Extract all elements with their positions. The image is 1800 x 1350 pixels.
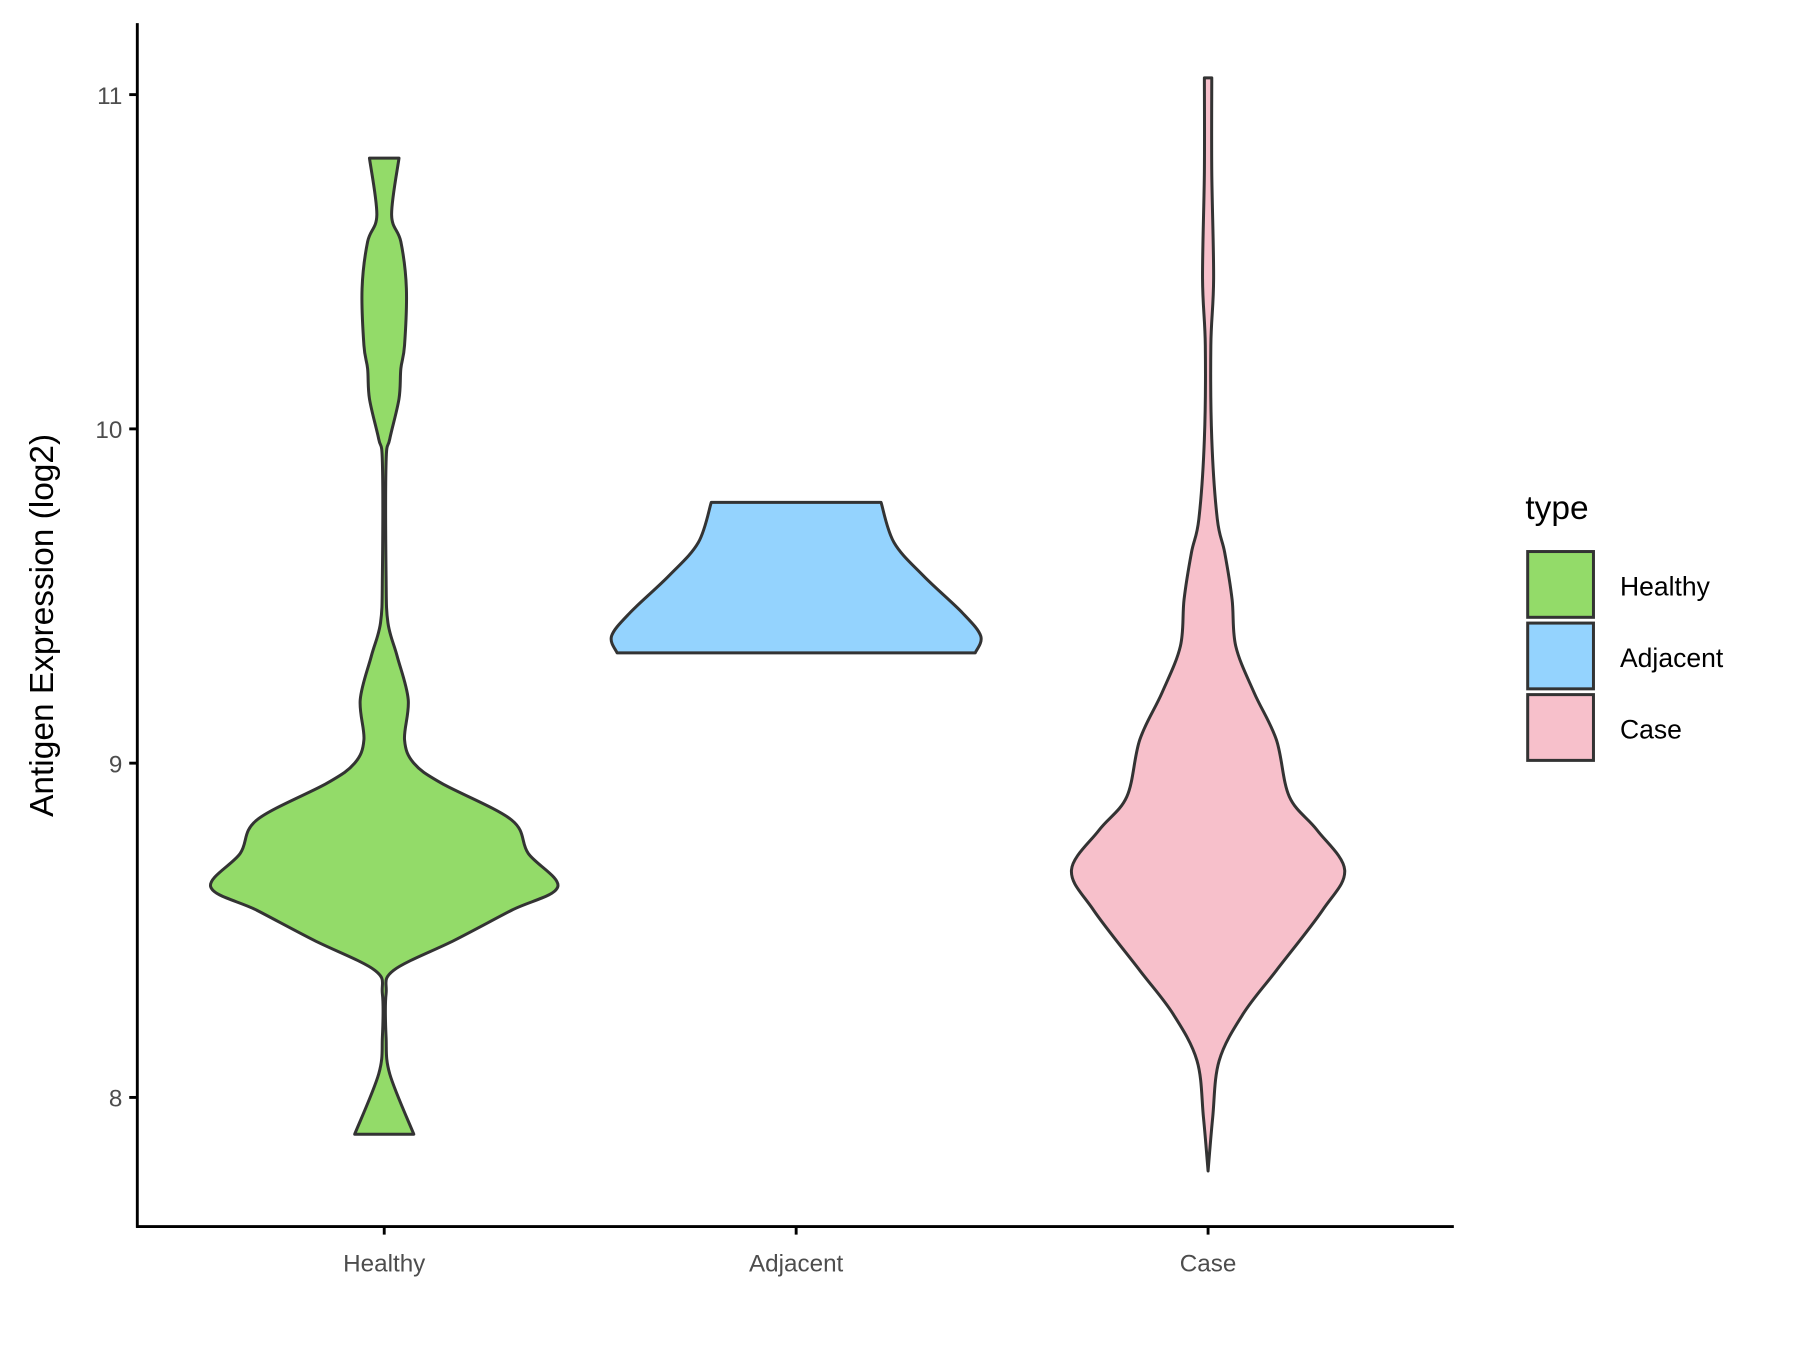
y-axis-title: Antigen Expression (log2) bbox=[24, 434, 61, 817]
legend-label: Adjacent bbox=[1620, 643, 1724, 673]
y-ticks: 8 9 10 11 bbox=[95, 83, 138, 1113]
y-tick-label: 11 bbox=[97, 83, 122, 110]
violin-adjacent bbox=[609, 500, 983, 655]
legend-title: type bbox=[1525, 490, 1588, 527]
x-tick-label: Healthy bbox=[343, 1251, 426, 1278]
violin-healthy bbox=[209, 156, 560, 1136]
violins bbox=[209, 76, 1347, 1173]
legend-key-case bbox=[1526, 693, 1595, 762]
violin-case bbox=[1069, 76, 1347, 1173]
legend-key-adjacent bbox=[1526, 621, 1595, 691]
x-tick-label: Case bbox=[1180, 1251, 1237, 1278]
y-tick-label: 8 bbox=[109, 1086, 122, 1113]
legend-label: Healthy bbox=[1620, 571, 1711, 601]
x-ticks: Healthy Adjacent Case bbox=[343, 1226, 1237, 1278]
y-tick-label: 9 bbox=[109, 751, 122, 778]
y-tick-label: 10 bbox=[95, 417, 122, 444]
x-tick-label: Adjacent bbox=[749, 1251, 844, 1278]
legend: type Healthy Adjacent Case bbox=[1525, 490, 1724, 762]
legend-label: Case bbox=[1620, 714, 1682, 744]
legend-key-healthy bbox=[1526, 550, 1595, 619]
